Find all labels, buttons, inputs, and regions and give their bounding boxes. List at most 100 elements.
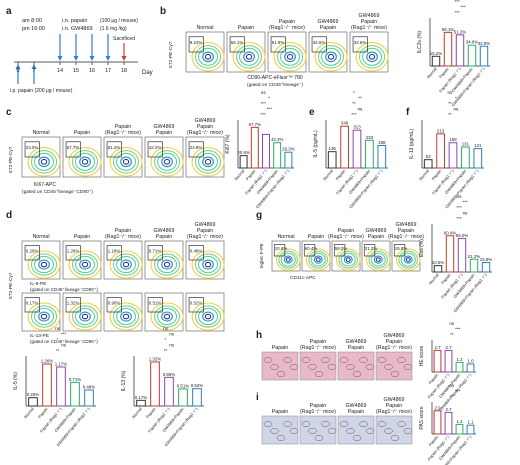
bar-chart-f: IL-13 (pg/mL) 52Normal213Papain158Papain … bbox=[409, 90, 484, 209]
histo-h-title-3-0: GW4869 bbox=[384, 333, 405, 339]
flow-g-plot-2-density-ring-3 bbox=[343, 255, 353, 264]
route-papain: i.n. papain bbox=[62, 18, 87, 24]
flow-b-plot-4: 32.6% bbox=[349, 31, 389, 73]
flow-g-plot-3-density-ring-1 bbox=[368, 250, 389, 269]
flow-g-plot-2-gate bbox=[333, 244, 346, 257]
chart-d1-bar-4 bbox=[84, 389, 94, 407]
chart-b-ylabel: ILC2s (%) bbox=[417, 31, 423, 54]
chart-d2-bar-3 bbox=[178, 388, 188, 407]
baseline-label: i.p. papain (200 μg / mouse) bbox=[10, 88, 73, 94]
chart-d1-xtick-0: Normal bbox=[23, 406, 35, 419]
chart-c-value-1: 67.7% bbox=[249, 122, 262, 127]
flow-b-plot-3-gate bbox=[311, 36, 327, 53]
histo-h-image-0-lumen-0 bbox=[263, 357, 273, 363]
sacrificed-label: Sacrificed bbox=[113, 36, 135, 42]
flow-d1-plot-0-gate bbox=[24, 245, 40, 261]
flow-c-plot-0: 23.0% bbox=[21, 136, 61, 178]
chart-f-value-0: 52 bbox=[426, 154, 431, 159]
histo-i-image-3-lumen-4 bbox=[403, 428, 413, 434]
histo-h-image-1 bbox=[299, 351, 337, 381]
flow-c-plot-0-density-ring-0 bbox=[27, 146, 61, 177]
chart-b-sig-1: *** bbox=[460, 5, 466, 10]
histo-h-image-0-lumen-2 bbox=[276, 371, 286, 377]
flow-d2-plot-4-density-ring-2 bbox=[197, 307, 219, 326]
chart-d2-value-3: 0.51% bbox=[177, 384, 190, 389]
chart-d1-value-0: 0.25% bbox=[27, 392, 40, 397]
flow-d1-title-2-1: (Rag1⁻/⁻ mice) bbox=[105, 234, 141, 240]
flow-d-ylabel: ST2-PE-Cy7 bbox=[8, 272, 14, 299]
chart-i-value-0: 2.9 bbox=[434, 405, 441, 410]
chart-d2-bar-2 bbox=[164, 376, 174, 407]
histo-i-title-1-1: (Rag1⁻/⁻ mice) bbox=[300, 409, 336, 415]
chart-f-ylabel: IL-13 (pg/mL) bbox=[409, 129, 415, 159]
flow-b-title-1-0: Papain bbox=[238, 25, 255, 31]
flow-c-xlabel2: (gated on CD45⁺lineage⁻CD90⁺) bbox=[22, 189, 93, 195]
flow-b-plot-1-density-ring-2 bbox=[238, 47, 260, 66]
flow-b-plot-2-density-ring-4 bbox=[286, 53, 294, 60]
flow-d2-plot-2-density-ring-3 bbox=[120, 311, 132, 322]
flow-d1-plot-0-density-ring-1 bbox=[30, 253, 58, 276]
histo-i-image-1 bbox=[299, 415, 337, 445]
chart-d1-xtick-1: Papain bbox=[37, 406, 49, 419]
dose-papain: (100 μg / mouse) bbox=[100, 18, 138, 24]
flow-g-plot-1-pct: 60.4% bbox=[305, 246, 318, 251]
chart-f-sig-2: ** bbox=[448, 101, 452, 106]
chart-h-bar-2 bbox=[455, 361, 464, 373]
bar-chart-g: Eos (%)10.6%Normal60.4%Papain56.0%Papain… bbox=[419, 194, 492, 313]
flow-d2-plot-1-gate bbox=[65, 297, 81, 313]
chart-c-bar-0 bbox=[239, 155, 248, 169]
flow-b-plot-0-density-ring-1 bbox=[194, 45, 222, 69]
flow-d1-plot-2-density-ring-0 bbox=[109, 250, 143, 279]
flow-d1-plot-1-pct: 1.28% bbox=[67, 248, 80, 253]
flow-d2-plot-2-density-ring-1 bbox=[112, 305, 140, 328]
chart-d2-value-0: 0.17% bbox=[135, 395, 148, 400]
flow-b-plot-1-density-ring-3 bbox=[243, 51, 255, 63]
histo-i-title-2-0: GW4869 bbox=[346, 403, 367, 409]
chart-h-bar-1 bbox=[444, 349, 453, 373]
flow-d2-plot-0-density-ring-2 bbox=[33, 307, 55, 326]
bar-chart-e: IL-5 (pg/mL) 136Normal349Papain313Papain … bbox=[313, 90, 388, 209]
dose-gw4869: (1.6 mg /kg) bbox=[100, 26, 127, 32]
flow-d1-plot-0: 0.20% bbox=[21, 240, 61, 280]
chart-i-value-2: 1.2 bbox=[456, 419, 463, 424]
flow-d1-title-3-1: Papain bbox=[156, 234, 173, 240]
chart-f-bar-2 bbox=[448, 142, 458, 169]
chart-f-bar-4 bbox=[473, 148, 483, 169]
histo-i-image-2-bg bbox=[337, 415, 375, 445]
flow-d1-plot-1-density-ring-2 bbox=[74, 255, 96, 274]
flow-c-plot-4-density-ring-1 bbox=[194, 150, 222, 174]
chart-e-bar-1 bbox=[340, 125, 349, 169]
flow-d1-plot-4-density-ring-3 bbox=[202, 259, 214, 270]
flow-d2-plot-4-gate bbox=[188, 297, 204, 313]
chart-d2-sig-3: ns bbox=[169, 332, 175, 337]
chart-b-xtick-0: Normal bbox=[426, 66, 438, 79]
flow-g-plot-4-density-ring-1 bbox=[398, 250, 419, 269]
flow-b-plot-0-density-ring-3 bbox=[202, 51, 214, 63]
chart-h-sig-2: ns bbox=[449, 321, 455, 326]
chart-d2-bar-4 bbox=[192, 388, 202, 407]
flow-g-plot-3-density-ring-3 bbox=[373, 255, 383, 264]
chart-e-value-4: 188 bbox=[378, 140, 386, 145]
chart-f-value-1: 213 bbox=[437, 128, 445, 133]
flow-b-plot-3-pct: 34.6% bbox=[313, 40, 326, 45]
chart-c-xtick-0: Normal bbox=[233, 168, 245, 181]
arrowhead-blue-day-15 bbox=[73, 56, 79, 61]
histo-h-image-3-bg bbox=[375, 351, 413, 381]
flow-c-title-1-0: Papain bbox=[74, 130, 91, 136]
flow-b-plot-0: 9.24% bbox=[185, 31, 225, 73]
chart-i-bar-3 bbox=[466, 424, 475, 435]
flow-g-title-2-0: Papain bbox=[338, 228, 355, 234]
chart-f-bar-0 bbox=[423, 159, 433, 169]
flow-d2-plot-0-density-ring-0 bbox=[27, 302, 61, 331]
flow-c-plot-1: 67.7% bbox=[62, 136, 102, 178]
flow-d2-plot-1-density-ring-0 bbox=[68, 302, 102, 331]
flow-g-plot-4-gate bbox=[393, 244, 406, 257]
chart-e-sig-3: ** bbox=[358, 96, 362, 101]
flow-c-title-3-1: Papain bbox=[156, 130, 173, 136]
flow-d1-title-2-0: Papain bbox=[115, 228, 132, 234]
panel-letter-e: e bbox=[309, 107, 315, 118]
flow-d2-plot-3-density-ring-2 bbox=[156, 307, 178, 326]
flow-d1-title-4-2: (Rag1⁻/⁻ mice) bbox=[187, 234, 223, 240]
histo-i-image-3-lumen-2 bbox=[390, 435, 400, 441]
flow-g-plot-2-density-ring-4 bbox=[345, 257, 351, 262]
